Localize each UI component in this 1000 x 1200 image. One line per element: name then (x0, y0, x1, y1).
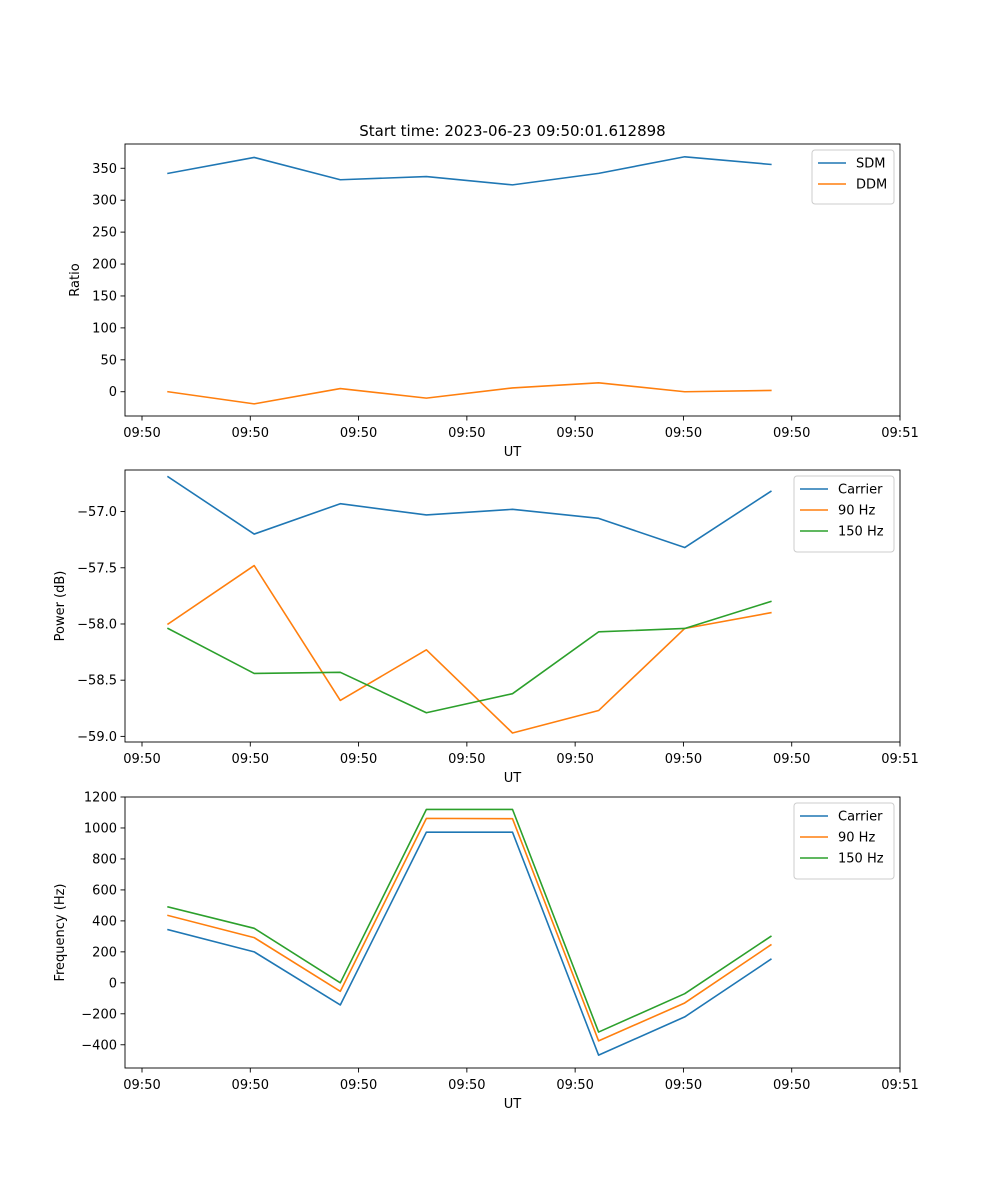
y-tick-label: 400 (92, 914, 117, 929)
series-line-90-hz (166, 564, 772, 734)
x-tick-label: 09:50 (665, 752, 702, 767)
legend: Carrier 90 Hz 150 Hz (793, 475, 895, 553)
legend-box (793, 475, 895, 553)
y-tick-label: 150 (92, 289, 117, 304)
legend: SDM DDM (811, 149, 895, 205)
x-tick-label: 09:51 (881, 1078, 918, 1093)
axes-frame (124, 143, 901, 417)
y-axis-label: Ratio (68, 263, 83, 296)
y-tick-label: 1200 (84, 791, 117, 806)
legend: Carrier 90 Hz 150 Hz (793, 802, 895, 880)
x-axis-label: UT (504, 771, 522, 786)
y-tick-label: 800 (92, 852, 117, 867)
legend-label: 150 Hz (838, 525, 884, 540)
chart-panel-1: Start time: 2023-06-23 09:50:01.612898 09… (68, 122, 919, 460)
y-tick-label: 600 (92, 883, 117, 898)
series-line-ddm (167, 381, 772, 405)
y-tick-label: 0 (109, 385, 117, 400)
series-line-sdm (167, 155, 772, 186)
x-tick-label: 09:50 (773, 1078, 810, 1093)
x-tick-label: 09:50 (340, 752, 377, 767)
y-tick-label: −57.5 (77, 561, 117, 576)
y-tick-label: −58.0 (77, 617, 117, 632)
y-tick-label: 300 (92, 194, 117, 209)
x-tick-label: 09:50 (123, 752, 160, 767)
legend-label: 90 Hz (838, 831, 875, 846)
x-axis-label: UT (504, 1097, 522, 1112)
y-tick-label: 50 (100, 353, 117, 368)
y-tick-label: 350 (92, 162, 117, 177)
legend-label: DDM (856, 178, 887, 193)
x-tick-label: 09:50 (448, 426, 485, 441)
x-tick-label: 09:50 (556, 752, 593, 767)
legend-label: SDM (856, 157, 885, 172)
series-line-carrier (167, 831, 772, 1056)
x-tick-label: 09:50 (232, 1078, 269, 1093)
x-tick-label: 09:51 (881, 752, 918, 767)
axes-frame (124, 796, 901, 1069)
x-tick-label: 09:50 (556, 1078, 593, 1093)
y-tick-label: −57.0 (77, 505, 117, 520)
y-tick-label: 100 (92, 321, 117, 336)
y-tick-label: 200 (92, 258, 117, 273)
legend-label: Carrier (838, 483, 883, 498)
y-tick-label: 1000 (84, 821, 117, 836)
x-tick-label: 09:50 (232, 752, 269, 767)
chart-panel-2: 09:50 09:50 09:50 09:50 09:50 09:50 09:50 09:51… (53, 469, 919, 786)
series-line-150-hz (166, 600, 772, 714)
x-tick-label: 09:50 (340, 426, 377, 441)
legend-label: Carrier (838, 810, 883, 825)
x-tick-label: 09:50 (123, 1078, 160, 1093)
x-tick-label: 09:50 (773, 752, 810, 767)
y-axis-label: Power (dB) (53, 571, 68, 642)
x-tick-label: 09:50 (232, 426, 269, 441)
legend-label: 150 Hz (838, 852, 884, 867)
x-tick-label: 09:50 (448, 1078, 485, 1093)
x-tick-label: 09:50 (665, 1078, 702, 1093)
chart-title: Start time: 2023-06-23 09:50:01.612898 (359, 122, 665, 140)
axes-frame (124, 469, 901, 743)
x-tick-label: 09:50 (556, 426, 593, 441)
x-tick-label: 09:50 (340, 1078, 377, 1093)
y-tick-label: 250 (92, 226, 117, 241)
y-tick-label: −59.0 (77, 730, 117, 745)
y-tick-label: 0 (109, 976, 117, 991)
x-tick-label: 09:50 (773, 426, 810, 441)
y-tick-label: −58.5 (77, 674, 117, 689)
y-axis-label: Frequency (Hz) (53, 883, 68, 981)
x-tick-label: 09:50 (123, 426, 160, 441)
series-line-90-hz (167, 817, 772, 1042)
series-line-carrier (166, 475, 772, 549)
x-tick-label: 09:51 (881, 426, 918, 441)
x-tick-label: 09:50 (665, 426, 702, 441)
chart-panel-3: 09:50 09:50 09:50 09:50 09:50 09:50 09:50 09:51… (53, 791, 919, 1113)
x-tick-label: 09:50 (448, 752, 485, 767)
legend-label: 90 Hz (838, 504, 875, 519)
legend-box (793, 802, 895, 880)
y-tick-label: 200 (92, 945, 117, 960)
y-tick-label: −400 (81, 1038, 117, 1053)
series-line-150-hz (167, 808, 772, 1033)
x-axis-label: UT (504, 445, 522, 460)
y-tick-label: −200 (81, 1007, 117, 1022)
